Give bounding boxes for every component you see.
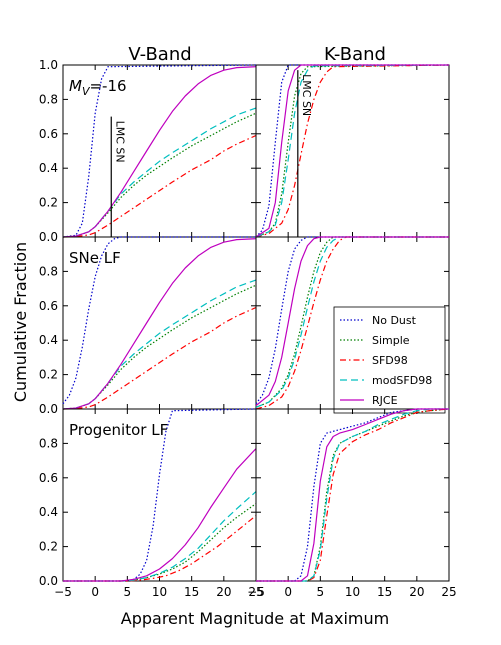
column-title-v-band: V-Band [128, 44, 191, 65]
series-no-dust [255, 236, 449, 405]
y-tick-label: 0.8 [39, 264, 58, 278]
series-sfd98 [255, 64, 450, 238]
panel-middle-right: No Dust Simple SFD98 modSFD98 RJCE [255, 236, 450, 414]
panel-middle-left: 0.0 0.2 0.4 0.6 0.8 SNe LF [39, 236, 257, 416]
series-simple [62, 284, 257, 410]
series-modsfd98 [256, 408, 449, 582]
series-simple [255, 64, 450, 238]
y-tick-label: 0.2 [39, 540, 58, 554]
y-tick-label: 0.4 [39, 161, 58, 175]
series-modsfd98 [255, 236, 449, 408]
x-tick-label: 0 [91, 585, 99, 599]
legend: No Dust Simple SFD98 modSFD98 RJCE [333, 306, 446, 414]
y-axis-label: Cumulative Fraction [11, 242, 30, 402]
series-simple [62, 112, 257, 238]
panel-frame [255, 408, 450, 582]
series-modsfd98 [255, 64, 450, 238]
series-sfd98 [62, 134, 257, 238]
legend-box [333, 306, 446, 414]
lmc-sn-label: LMC SN [300, 74, 313, 116]
column-title-k-band: K-Band [324, 44, 386, 65]
y-tick-label: 0.6 [39, 299, 58, 313]
y-tick-label: 0.0 [39, 574, 58, 588]
legend-label: modSFD98 [372, 374, 432, 387]
legend-label: Simple [372, 334, 410, 347]
series-rjce [255, 236, 449, 407]
series-simple [255, 236, 449, 408]
lmc-sn-label: LMC SN [113, 121, 126, 163]
y-tick-label: 0.2 [39, 196, 58, 210]
panel-bottom-right: −5 0 5 10 15 20 25 [247, 408, 457, 599]
series-modsfd98 [62, 279, 257, 410]
series-no-dust [62, 64, 257, 238]
x-tick-label: 0 [284, 585, 292, 599]
y-tick-label: 0.8 [39, 436, 58, 450]
panel-annotation: Progenitor LF [69, 421, 168, 439]
y-tick-label: 0.4 [39, 505, 58, 519]
series-rjce [63, 448, 257, 582]
legend-label: SFD98 [372, 354, 408, 367]
x-tick-label: −5 [54, 585, 72, 599]
series-modsfd98 [63, 491, 257, 582]
x-axis-label: Apparent Magnitude at Maximum [121, 609, 389, 628]
series-rjce [255, 64, 449, 238]
y-tick-label: 1.0 [39, 58, 58, 72]
panel-bottom-left: −5 0 5 10 15 20 25 0.0 0.2 0.4 0.6 0.8 Progenitor LF [39, 408, 264, 599]
x-tick-label: 10 [345, 585, 360, 599]
x-tick-label: 20 [409, 585, 424, 599]
x-tick-label: 15 [377, 585, 392, 599]
series-rjce [62, 238, 257, 410]
legend-label: RJCE [372, 394, 398, 407]
y-tick-label: 0.6 [39, 471, 58, 485]
series-rjce [62, 66, 257, 238]
x-tick-label: −5 [247, 585, 265, 599]
series-no-dust [256, 408, 449, 582]
y-tick-label: 0.0 [39, 402, 58, 416]
x-tick-label: 5 [317, 585, 325, 599]
x-tick-label: 20 [216, 585, 231, 599]
x-tick-label: 5 [124, 585, 132, 599]
panel-annotation: SNe LF [69, 249, 121, 267]
panel-top-left: 0.0 0.2 0.4 0.6 0.8 1.0 LMC SN MV=-16 [39, 58, 257, 244]
x-tick-label: 15 [184, 585, 199, 599]
y-tick-label: 0.6 [39, 127, 58, 141]
series-modsfd98 [62, 107, 257, 238]
y-tick-label: 0.8 [39, 92, 58, 106]
legend-label: No Dust [372, 314, 417, 327]
x-tick-label: 25 [248, 585, 263, 599]
y-tick-label: 0.4 [39, 333, 58, 347]
panel-frame [255, 64, 450, 238]
y-tick-label: 0.2 [39, 368, 58, 382]
series-sfd98 [255, 236, 449, 410]
series-rjce [256, 408, 449, 582]
series-simple [256, 408, 450, 582]
y-tick-label: 0.0 [39, 230, 58, 244]
series-sfd98 [63, 515, 257, 582]
panel-top-right: LMC SN [255, 64, 450, 238]
x-tick-label: 25 [441, 585, 456, 599]
series-no-dust [255, 64, 449, 238]
series-sfd98 [62, 306, 257, 410]
x-tick-label: 10 [152, 585, 167, 599]
series-sfd98 [256, 408, 450, 582]
panel-annotation: MV=-16 [69, 77, 127, 98]
